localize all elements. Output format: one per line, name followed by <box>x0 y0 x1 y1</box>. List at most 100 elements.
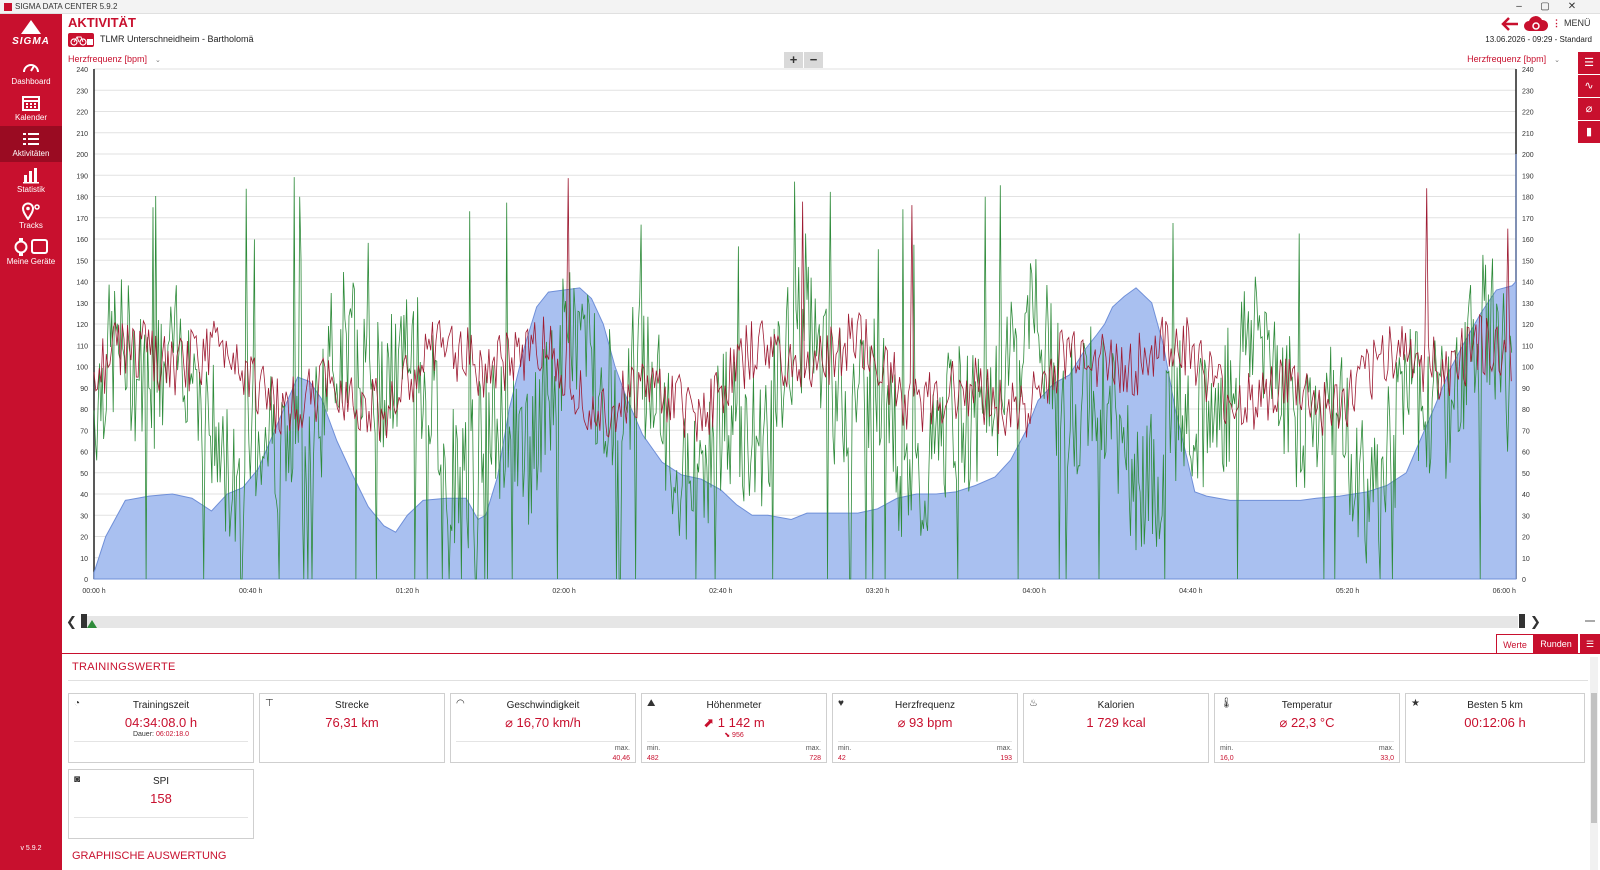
x-tick-label: 04:40 h <box>1179 588 1202 595</box>
card-title: Besten 5 km <box>1467 700 1523 711</box>
zoom-in-button[interactable]: + <box>784 52 803 68</box>
back-arrow-icon[interactable] <box>1500 16 1520 32</box>
ebike-icon <box>68 33 94 47</box>
y-tick-label-right: 60 <box>1522 450 1530 457</box>
card-min: min. 16,0 <box>1220 744 1234 764</box>
card-sub: Dauer: 06:02:18.0 <box>69 731 253 738</box>
range-start-handle[interactable] <box>81 614 87 628</box>
heart-rate-chart[interactable]: 0 0 10 10 20 20 30 30 40 40 50 50 60 60 70 70 80 80 90 90 10… <box>62 52 1600 612</box>
max-value: 193 <box>1000 755 1012 762</box>
y-tick-label-right: 140 <box>1522 280 1534 287</box>
star-icon: ★ <box>1411 698 1420 709</box>
chart-toolbar: ☰ ∿ ⌀ ▮ <box>1578 52 1600 144</box>
left-axis-selector[interactable]: Herzfrequenz [bpm] ⌄ <box>68 54 161 64</box>
card-value: ⌀ 93 bpm <box>897 715 953 730</box>
card-title: Strecke <box>335 700 369 711</box>
tab-werte[interactable]: Werte <box>1496 634 1534 654</box>
maximize-button[interactable]: ▢ <box>1540 1 1550 12</box>
y-tick-label-right: 10 <box>1522 556 1530 563</box>
card-value: ⌀ 16,70 km/h <box>505 715 581 730</box>
sidebar-item-label: Kalender <box>14 113 48 122</box>
x-tick-label: 03:20 h <box>866 588 889 595</box>
y-tick-label-right: 0 <box>1522 577 1526 584</box>
app-version: v 5.9.2 <box>20 845 42 852</box>
y-tick-label-right: 180 <box>1522 195 1534 202</box>
window-titlebar: SIGMA DATA CENTER 5.9.2 – ▢ ✕ <box>0 0 1600 14</box>
y-tick-label: 30 <box>80 513 88 520</box>
window-title: SIGMA DATA CENTER 5.9.2 <box>15 2 118 11</box>
sidebar-item-statistik[interactable]: Statistik <box>0 162 62 198</box>
y-tick-label: 80 <box>80 407 88 414</box>
sub-value: 06:02:18.0 <box>155 731 190 738</box>
zoom-out-button[interactable]: − <box>804 52 823 68</box>
timeline-scroller[interactable]: ❮ ❯ <box>62 612 1600 630</box>
chart-list-icon[interactable]: ☰ <box>1578 52 1600 74</box>
card-besten-5km: ★ Besten 5 km 00:12:06 h <box>1405 693 1585 763</box>
y-tick-label-right: 40 <box>1522 492 1530 499</box>
sidebar-item-aktivitaeten[interactable]: Aktivitäten <box>0 126 62 162</box>
y-tick-label: 100 <box>76 365 88 372</box>
right-axis-label: Herzfrequenz [bpm] <box>1467 54 1547 64</box>
card-spi: ◙ SPI 158 <box>68 769 254 839</box>
card-max: max. 40,46 <box>612 744 630 764</box>
vertical-scrollbar[interactable] <box>1590 657 1598 870</box>
scrollbar-thumb[interactable] <box>1591 693 1597 823</box>
position-marker-icon[interactable] <box>87 620 97 628</box>
sidebar: SIGMA Dashboard Kalender Aktivitäten St <box>0 14 62 870</box>
y-tick-label: 50 <box>80 471 88 478</box>
sidebar-item-kalender[interactable]: Kalender <box>0 90 62 126</box>
chevron-down-icon: ⌄ <box>155 57 161 64</box>
y-tick-label: 0 <box>84 577 88 584</box>
descent-value: ⬊ 956 <box>724 732 744 739</box>
stopwatch-icon: ◔ <box>74 698 81 709</box>
tab-list-icon[interactable]: ☰ <box>1580 634 1600 654</box>
y-tick-label: 210 <box>76 131 88 138</box>
divider <box>1220 741 1394 742</box>
card-trainingszeit: ◔ Trainingszeit 04:34:08.0 h Dauer: 06:0… <box>68 693 254 763</box>
sidebar-item-label: Meine Geräte <box>6 257 56 266</box>
collapse-icon[interactable] <box>1585 620 1595 622</box>
y-tick-label-right: 90 <box>1522 386 1530 393</box>
scroll-right-icon[interactable]: ❯ <box>1530 615 1541 630</box>
card-value: 1 729 kcal <box>1086 715 1146 730</box>
divider <box>68 680 1588 681</box>
max-label: max. <box>614 745 630 752</box>
gauge-icon <box>23 64 39 73</box>
close-button[interactable]: ✕ <box>1567 1 1577 12</box>
y-tick-label: 70 <box>80 428 88 435</box>
menu-label: MENÜ <box>1564 18 1591 28</box>
right-axis-selector[interactable]: Herzfrequenz [bpm] ⌄ <box>1467 54 1560 64</box>
y-tick-label: 150 <box>76 258 88 265</box>
card-title: Temperatur <box>1281 700 1333 711</box>
y-tick-label-right: 80 <box>1522 407 1530 414</box>
heart-rate-line <box>93 178 1512 442</box>
min-value: 42 <box>838 755 846 762</box>
card-min: min. 482 <box>647 744 660 764</box>
y-tick-label-right: 70 <box>1522 428 1530 435</box>
chart-line-icon[interactable]: ∿ <box>1578 75 1600 97</box>
min-label: min. <box>838 745 852 752</box>
y-tick-label: 190 <box>76 173 88 180</box>
card-herzfrequenz: ♥ Herzfrequenz ⌀ 93 bpm min. 42 max. 193 <box>832 693 1018 763</box>
tab-runden[interactable]: Runden <box>1534 634 1578 654</box>
minimize-button[interactable]: – <box>1516 1 1522 12</box>
menu-button[interactable]: ⋮ MENÜ <box>1552 18 1591 29</box>
scroll-left-icon[interactable]: ❮ <box>66 615 77 630</box>
chart-average-icon[interactable]: ⌀ <box>1578 98 1600 120</box>
card-title: Trainingszeit <box>132 700 190 711</box>
sidebar-item-meine-geraete[interactable]: Meine Geräte <box>0 234 62 270</box>
sidebar-item-tracks[interactable]: Tracks <box>0 198 62 234</box>
y-tick-label-right: 110 <box>1522 343 1533 350</box>
cloud-sync-icon[interactable] <box>1524 16 1548 34</box>
card-kalorien: ♨ Kalorien 1 729 kcal <box>1023 693 1209 763</box>
range-end-handle[interactable] <box>1519 614 1525 628</box>
card-value: 76,31 km <box>325 715 379 730</box>
y-tick-label: 20 <box>80 535 88 542</box>
devices-icon <box>14 238 48 256</box>
y-tick-label-right: 150 <box>1522 258 1534 265</box>
sigma-logo[interactable]: SIGMA <box>0 18 62 54</box>
card-max: max. 193 <box>997 744 1012 764</box>
activity-datetime: 13.06.2026 - 09:29 - Standard <box>1485 35 1592 44</box>
sidebar-item-dashboard[interactable]: Dashboard <box>0 54 62 90</box>
chart-bars-icon[interactable]: ▮ <box>1578 121 1600 143</box>
